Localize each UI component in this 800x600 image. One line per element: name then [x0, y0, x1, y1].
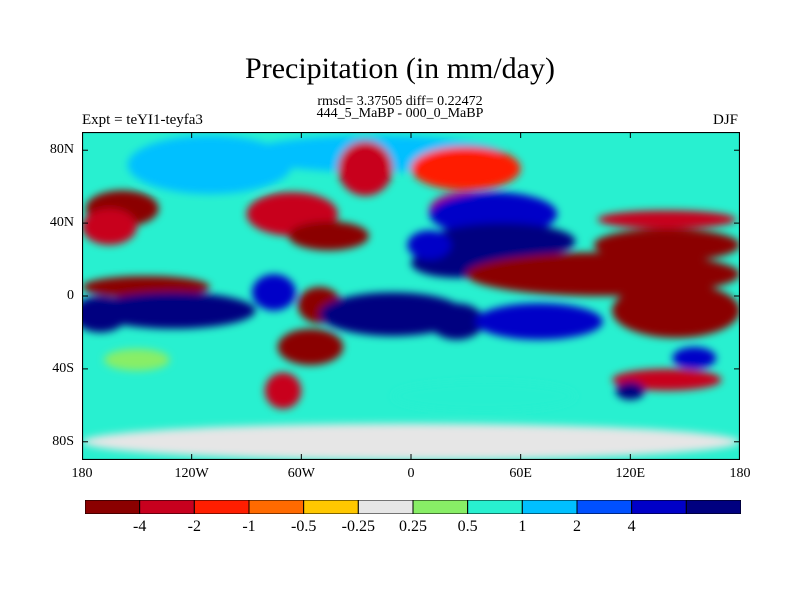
- precip-anomaly-region: [429, 303, 485, 340]
- colorbar-swatch: [139, 500, 195, 514]
- x-tick-label: 120E: [615, 466, 646, 481]
- colorbar-label: 1: [518, 518, 527, 535]
- precip-anomaly-region: [82, 208, 137, 245]
- x-tick-label: 60E: [509, 466, 532, 481]
- precip-anomaly-region: [411, 146, 521, 191]
- precip-anomaly-region: [91, 292, 256, 329]
- y-tick-label: 80S: [52, 433, 74, 449]
- precip-anomaly-region: [392, 381, 576, 411]
- precip-anomaly-region: [319, 292, 466, 337]
- chart-title: Precipitation (in mm/day): [245, 52, 555, 85]
- colorbar-swatch: [467, 500, 523, 514]
- precip-anomaly-region: [672, 347, 717, 369]
- colorbar-swatch: [412, 500, 469, 514]
- x-tick-label: 60W: [287, 466, 315, 481]
- y-tick-label: 80N: [49, 142, 74, 158]
- rmsd-label: rmsd= 3.37505 diff= 0.22472: [317, 94, 483, 109]
- experiment-difference-label: 444_5_MaBP - 000_0_MaBP: [316, 106, 484, 121]
- colorbar-swatch: [303, 500, 359, 514]
- precip-anomaly-region: [288, 221, 369, 251]
- colorbar-swatch: [248, 500, 305, 514]
- x-tick-label: 120W: [174, 466, 209, 481]
- colorbar-swatch: [576, 500, 633, 514]
- colorbar-label: -0.5: [290, 518, 317, 535]
- colorbar-swatch: [521, 500, 578, 514]
- colorbar-swatch: [85, 500, 141, 514]
- precip-anomaly-region: [612, 283, 740, 338]
- precip-anomaly-region: [337, 141, 393, 196]
- colorbar-label: -4: [132, 518, 147, 535]
- colorbar-swatch: [631, 500, 687, 514]
- colorbar: [85, 500, 741, 514]
- colorbar-label: -1: [242, 518, 256, 535]
- precip-anomaly-region: [277, 328, 344, 366]
- precip-anomaly-region: [615, 381, 645, 400]
- precip-anomaly-region: [597, 210, 737, 229]
- precip-anomaly-region: [264, 372, 302, 409]
- colorbar-swatch: [685, 500, 741, 514]
- precip-anomaly-region: [82, 296, 128, 333]
- colorbar-label: 4: [627, 518, 636, 535]
- map-plot: [82, 132, 740, 460]
- x-tick-label: 180: [729, 466, 751, 481]
- y-tick-label: 0: [67, 288, 74, 303]
- y-tick-label: 40S: [52, 360, 74, 376]
- precip-anomaly-region: [82, 423, 740, 460]
- y-tick-label: 40N: [49, 215, 74, 231]
- x-tick-label: 0: [407, 466, 415, 481]
- colorbar-label: -2: [187, 518, 201, 535]
- precip-anomaly-region: [103, 348, 170, 371]
- colorbar-label: 0.25: [399, 518, 427, 535]
- colorbar-label: 0.5: [457, 518, 478, 535]
- season-label: DJF: [712, 112, 738, 128]
- experiment-label: Expt = teYI1-teyfa3: [82, 112, 203, 128]
- precip-anomaly-region: [251, 274, 296, 311]
- colorbar-swatch: [357, 500, 414, 514]
- colorbar-swatch: [193, 500, 250, 514]
- colorbar-label: -0.25: [341, 518, 375, 535]
- precip-anomaly-region: [82, 275, 210, 298]
- colorbar-label: 2: [573, 518, 581, 535]
- precip-anomaly-region: [474, 303, 603, 340]
- precip-anomaly-region: [407, 230, 452, 260]
- x-tick-label: 180: [71, 466, 93, 481]
